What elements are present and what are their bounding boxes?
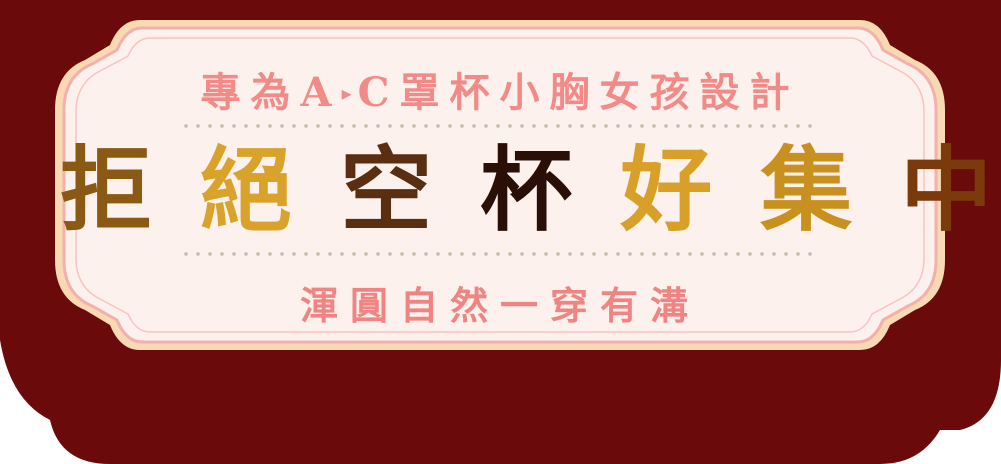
headline-char: 集 <box>760 136 861 244</box>
dotted-divider-bottom <box>180 252 820 256</box>
subtitle-part-a: 專為A <box>200 69 342 116</box>
headline-char: 絕 <box>200 136 301 244</box>
headline: 拒 絕 空 杯 好 集 中 <box>60 130 992 250</box>
headline-char: 空 <box>340 136 441 244</box>
subtitle-bottom: 渾圓自然一穿有溝 <box>299 283 700 328</box>
triangle-arrow-icon: ▸ <box>341 81 358 105</box>
dotted-divider-top <box>180 124 820 128</box>
subtitle-part-c: C罩杯小胸女孩設計 <box>357 69 800 116</box>
banner-text: 專為A▸C罩杯小胸女孩設計 拒 絕 空 杯 好 集 中 渾圓自然一穿有溝 <box>60 20 992 365</box>
headline-char: 杯 <box>480 136 581 244</box>
subtitle-top: 專為A▸C罩杯小胸女孩設計 <box>60 60 940 118</box>
headline-char: 拒 <box>60 136 161 244</box>
headline-char: 中 <box>900 136 1001 244</box>
headline-char: 好 <box>620 136 721 244</box>
